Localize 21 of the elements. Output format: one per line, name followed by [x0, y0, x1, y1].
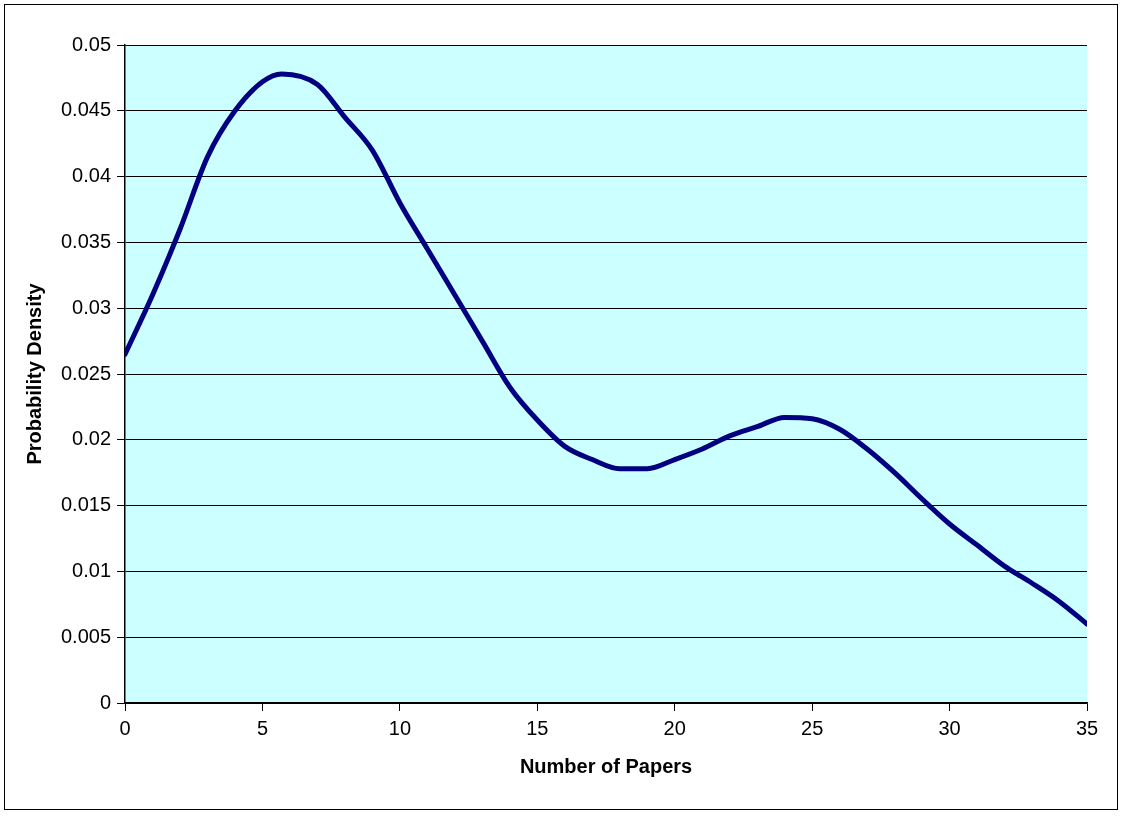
y-axis-title: Probability Density — [22, 282, 45, 465]
y-tick-label: 0.01 — [72, 558, 112, 581]
x-tick-label: 15 — [526, 716, 549, 739]
x-tick-label: 20 — [663, 716, 686, 739]
x-tick-label: 30 — [938, 716, 961, 739]
x-tick-label: 10 — [388, 716, 412, 739]
y-tick-label: 0.015 — [60, 493, 112, 516]
y-tick-label: 0.005 — [60, 624, 112, 647]
y-tick-label: 0.025 — [60, 361, 112, 384]
y-tick-label: 0 — [99, 690, 112, 713]
x-axis-title: Number of Papers — [519, 754, 693, 777]
y-tick-label: 0.02 — [72, 427, 112, 450]
y-tick-label: 0.04 — [72, 164, 112, 187]
x-tick-label: 5 — [256, 716, 269, 739]
y-tick-label: 0.045 — [60, 98, 112, 121]
y-tick-label: 0.03 — [72, 295, 112, 318]
x-tick-label: 35 — [1075, 716, 1099, 739]
y-tick-label: 0.035 — [60, 229, 112, 252]
y-tick-label: 0.05 — [72, 32, 112, 55]
x-tick-label: 0 — [119, 716, 131, 739]
x-tick-label: 25 — [801, 716, 824, 739]
